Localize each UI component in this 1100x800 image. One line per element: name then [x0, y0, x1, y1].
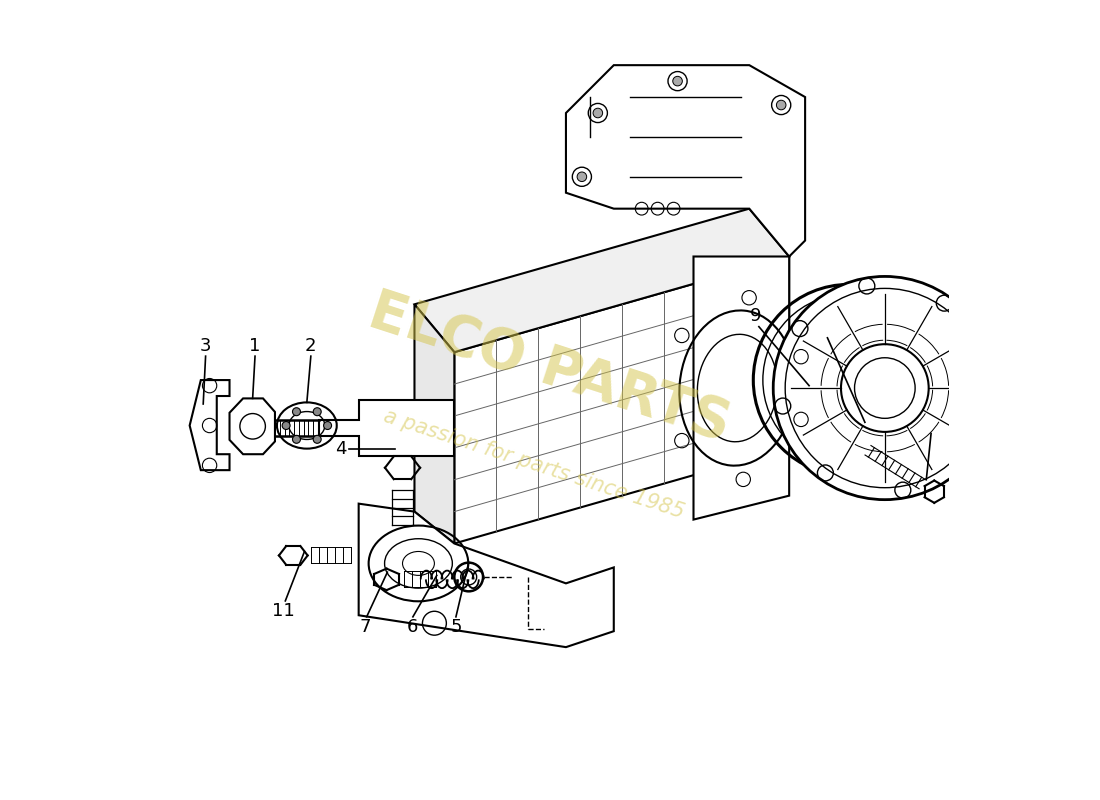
Text: 10: 10	[920, 414, 943, 431]
Polygon shape	[359, 504, 614, 647]
Circle shape	[323, 422, 331, 430]
Polygon shape	[565, 65, 805, 257]
Polygon shape	[189, 380, 230, 470]
Text: 11: 11	[272, 602, 295, 620]
Text: 6: 6	[407, 618, 419, 636]
Circle shape	[673, 76, 682, 86]
Polygon shape	[454, 257, 789, 543]
Text: a passion for parts since 1985: a passion for parts since 1985	[382, 406, 686, 522]
Text: 8: 8	[817, 318, 829, 336]
Circle shape	[282, 422, 290, 430]
Circle shape	[314, 408, 321, 416]
Circle shape	[773, 277, 997, 500]
Text: ELCO PARTS: ELCO PARTS	[362, 284, 738, 452]
Circle shape	[593, 108, 603, 118]
Polygon shape	[415, 304, 454, 543]
Text: 2: 2	[305, 337, 317, 354]
Text: 5: 5	[450, 618, 462, 636]
Circle shape	[293, 435, 300, 443]
Text: 1: 1	[250, 337, 261, 354]
Polygon shape	[319, 400, 454, 456]
Text: 7: 7	[360, 618, 371, 636]
Text: 3: 3	[200, 337, 211, 354]
Polygon shape	[230, 398, 275, 454]
Circle shape	[578, 172, 586, 182]
Polygon shape	[693, 257, 789, 519]
Circle shape	[314, 435, 321, 443]
Circle shape	[777, 100, 786, 110]
Circle shape	[293, 408, 300, 416]
Text: 9: 9	[750, 307, 761, 326]
Polygon shape	[415, 209, 789, 352]
Text: 4: 4	[336, 441, 346, 458]
